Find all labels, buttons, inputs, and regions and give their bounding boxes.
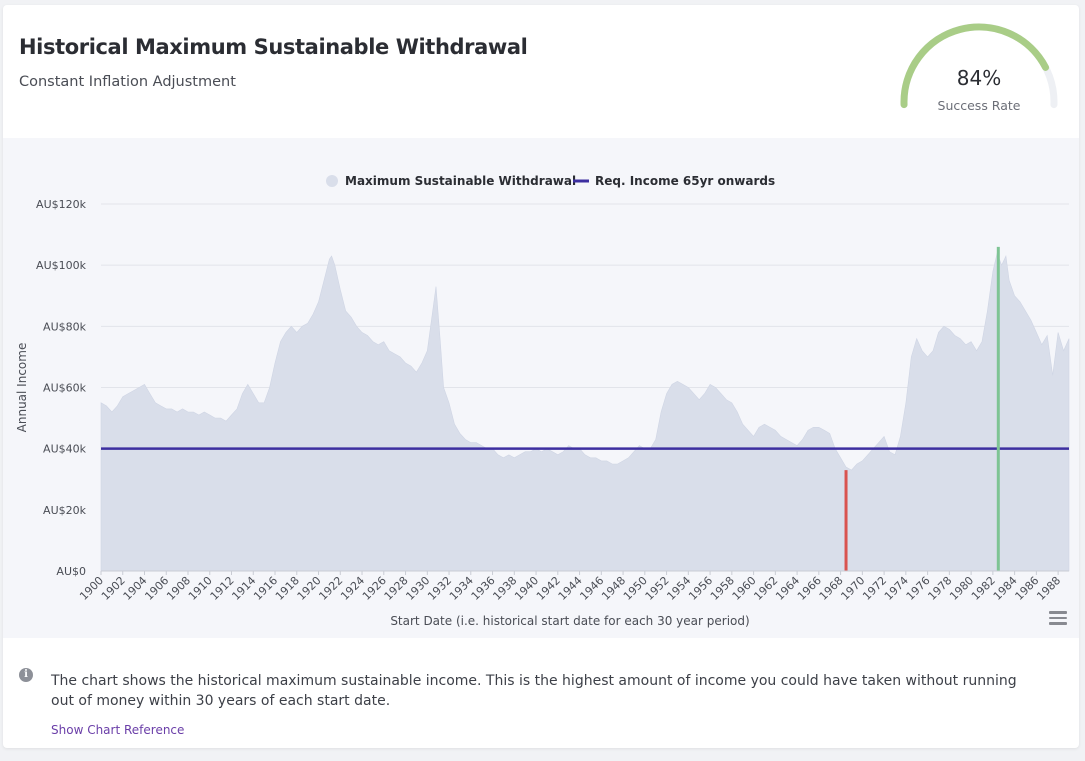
- x-tick-label: 1978: [925, 574, 954, 603]
- x-tick-label: 1902: [99, 574, 128, 603]
- x-tick-label: 1984: [991, 574, 1020, 603]
- success-rate-value: 84%: [956, 66, 1002, 90]
- x-tick-label: 1900: [77, 574, 106, 603]
- x-tick-label: 1932: [425, 574, 454, 603]
- x-tick-label: 1914: [229, 574, 258, 603]
- x-tick-label: 1930: [403, 574, 432, 603]
- x-tick-label: 1942: [534, 574, 563, 603]
- x-tick-label: 1970: [838, 574, 867, 603]
- y-tick-label: AU$60k: [43, 382, 87, 395]
- x-tick-label: 1980: [947, 574, 976, 603]
- x-tick-label: 1960: [730, 574, 759, 603]
- x-tick-label: 1940: [512, 574, 541, 603]
- x-tick-label: 1934: [447, 574, 476, 603]
- x-tick-label: 1972: [860, 574, 889, 603]
- x-tick-label: 1910: [186, 574, 215, 603]
- chart-card: Historical Maximum Sustainable Withdrawa…: [3, 5, 1079, 748]
- x-tick-label: 1988: [1034, 574, 1063, 603]
- x-tick-label: 1906: [142, 574, 171, 603]
- x-tick-label: 1938: [490, 574, 519, 603]
- y-tick-label: AU$80k: [43, 320, 87, 333]
- y-tick-label: AU$120k: [36, 198, 87, 211]
- chart-panel: AU$0 AU$20k AU$40k AU$60k AU$80k AU$100k AU$12…: [3, 138, 1079, 638]
- show-chart-reference-link[interactable]: Show Chart Reference: [51, 723, 185, 737]
- x-tick-label: 1948: [599, 574, 628, 603]
- x-tick-label: 1944: [556, 574, 585, 603]
- info-icon: i: [19, 668, 33, 682]
- legend-label-withdrawal: Maximum Sustainable Withdrawal: [345, 174, 576, 188]
- x-tick-label: 1908: [164, 574, 193, 603]
- x-tick-label: 1924: [338, 574, 367, 603]
- x-axis-title: Start Date (i.e. historical start date f…: [390, 614, 749, 628]
- x-tick-label: 1918: [273, 574, 302, 603]
- info-text: The chart shows the historical maximum s…: [51, 673, 1017, 709]
- gauge-arc: [900, 23, 1058, 109]
- y-axis-title: Annual Income: [15, 343, 29, 433]
- x-tick-label: 1922: [316, 574, 345, 603]
- x-tick-label: 1912: [208, 574, 237, 603]
- x-tick-label: 1916: [251, 574, 280, 603]
- x-tick-label: 1966: [795, 574, 824, 603]
- gauge-fill: [900, 23, 1050, 109]
- legend-marker-withdrawal: [326, 175, 338, 187]
- x-tick-label: 1976: [904, 574, 933, 603]
- x-tick-label: 1964: [773, 574, 802, 603]
- x-tick-label: 1968: [817, 574, 846, 603]
- x-tick-label: 1920: [295, 574, 324, 603]
- info-section: i The chart shows the historical maximum…: [3, 638, 1079, 748]
- chart-menu-icon[interactable]: [1049, 611, 1067, 625]
- y-tick-label: AU$20k: [43, 504, 87, 517]
- withdrawal-chart: AU$0 AU$20k AU$40k AU$60k AU$80k AU$100k AU$12…: [15, 174, 1070, 628]
- x-tick-label: 1950: [621, 574, 650, 603]
- withdrawal-area: [100, 251, 1070, 572]
- x-tick-label: 1982: [969, 574, 998, 603]
- page-subtitle: Constant Inflation Adjustment: [19, 74, 236, 90]
- x-tick-label: 1954: [664, 574, 693, 603]
- x-tick-label: 1956: [686, 574, 715, 603]
- x-tick-label: 1962: [751, 574, 780, 603]
- y-tick-label: AU$0: [56, 565, 86, 578]
- x-tick-label: 1904: [121, 574, 150, 603]
- x-tick-label: 1986: [1013, 574, 1042, 603]
- y-tick-label: AU$40k: [43, 443, 87, 456]
- success-rate-label: Success Rate: [937, 98, 1021, 113]
- x-tick-label: 1952: [643, 574, 672, 603]
- x-tick-label: 1946: [577, 574, 606, 603]
- x-tick-label: 1928: [382, 574, 411, 603]
- x-tick-label: 1974: [882, 574, 911, 603]
- page-title: Historical Maximum Sustainable Withdrawa…: [19, 35, 528, 59]
- x-tick-label: 1926: [360, 574, 389, 603]
- legend-label-required-income: Req. Income 65yr onwards: [595, 174, 775, 188]
- y-tick-label: AU$100k: [36, 259, 87, 272]
- x-tick-label: 1936: [469, 574, 498, 603]
- success-rate-gauge: 84% Success Rate: [896, 18, 1062, 118]
- x-tick-label: 1958: [708, 574, 737, 603]
